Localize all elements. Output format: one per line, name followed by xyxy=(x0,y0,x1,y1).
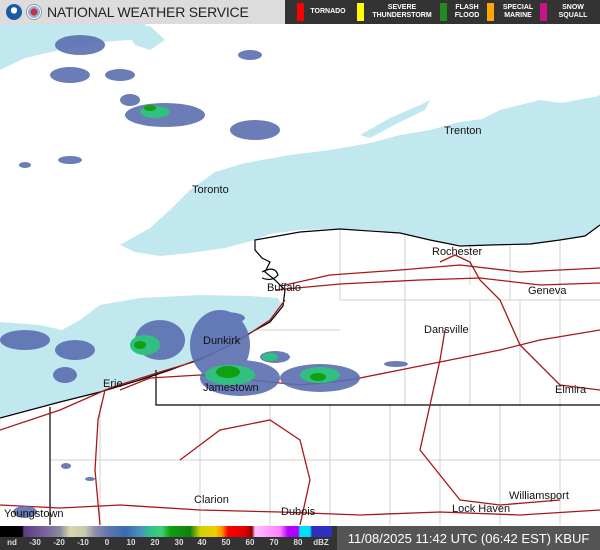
legend-tick: -10 xyxy=(77,538,89,547)
radar-echo-heavy xyxy=(134,105,326,381)
legend-tick: dBZ xyxy=(313,538,329,547)
legend-tick: -20 xyxy=(53,538,65,547)
legend-tick: 50 xyxy=(221,538,231,547)
warning-tornado: TORNADO xyxy=(297,3,348,21)
tornado-swatch xyxy=(297,3,304,21)
warning-label: MARINE xyxy=(504,12,532,19)
city-label-toronto: Toronto xyxy=(192,184,229,196)
legend-tick: 60 xyxy=(245,538,255,547)
legend-tick: 20 xyxy=(150,538,160,547)
city-label-geneva: Geneva xyxy=(528,285,567,297)
radar-map[interactable] xyxy=(0,24,600,526)
legend-tick: 40 xyxy=(197,538,207,547)
legend-tick: -30 xyxy=(29,538,41,547)
legend-tick: nd xyxy=(7,538,17,547)
warning-flash-flood: FLASH FLOOD xyxy=(440,3,483,21)
city-label-buffalo: Buffalo xyxy=(267,282,302,294)
snow-squall-swatch xyxy=(540,3,547,21)
warning-label: TORNADO xyxy=(310,8,346,15)
warning-label: THUNDERSTORM xyxy=(372,12,432,19)
city-label-rochester: Rochester xyxy=(432,246,483,258)
city-label-dunkirk: Dunkirk xyxy=(203,335,241,347)
radar-echoes xyxy=(0,35,408,518)
lake-simcoe xyxy=(125,26,165,50)
city-label-erie: Erie xyxy=(103,378,123,390)
warning-label: FLOOD xyxy=(454,12,480,19)
city-label-youngstown: Youngstown xyxy=(4,508,64,520)
county-lines xyxy=(50,230,600,525)
warning-snow-squall: SNOW SQUALL xyxy=(540,3,595,21)
flash-flood-swatch xyxy=(440,3,447,21)
bay-of-quinte xyxy=(360,95,600,138)
city-label-lock-haven: Lock Haven xyxy=(452,503,511,515)
warning-severe-thunderstorm: SEVERE THUNDERSTORM xyxy=(357,3,436,21)
special-marine-swatch xyxy=(487,3,494,21)
reflectivity-color-scale xyxy=(0,526,332,537)
highways xyxy=(0,254,600,526)
city-label-elmira: Elmira xyxy=(555,384,587,396)
city-label-dansville: Dansville xyxy=(424,324,469,336)
site-title: NATIONAL WEATHER SERVICE xyxy=(47,4,249,20)
legend-tick: 30 xyxy=(174,538,184,547)
warning-special-marine: SPECIAL MARINE xyxy=(487,3,538,21)
city-label-dubois: Dubois xyxy=(281,506,316,518)
warning-label: SEVERE xyxy=(387,4,417,11)
legend-tick: 0 xyxy=(104,538,110,547)
noaa-logo xyxy=(6,4,22,20)
legend-tick: 70 xyxy=(269,538,279,547)
city-label-trenton: Trenton xyxy=(444,125,482,137)
city-label-williamsport: Williamsport xyxy=(509,490,569,502)
warning-label: SQUALL xyxy=(558,12,588,19)
city-label-clarion: Clarion xyxy=(194,494,229,506)
city-label-jamestown: Jamestown xyxy=(203,382,259,394)
legend-tick: 80 xyxy=(293,538,303,547)
warning-legend: TORNADO SEVERE THUNDERSTORM FLASH FLOOD SP… xyxy=(285,0,600,24)
warning-label: SPECIAL xyxy=(502,4,534,11)
legend-tick: 10 xyxy=(126,538,136,547)
warning-label: FLASH xyxy=(455,4,479,11)
warning-label: SNOW xyxy=(562,4,584,11)
severe-thunderstorm-swatch xyxy=(357,3,364,21)
lake-ontario xyxy=(120,96,600,256)
timestamp: 11/08/2025 11:42 UTC (06:42 EST) KBUF xyxy=(337,526,600,550)
reflectivity-legend: nd -30 -20 -10 0 10 20 30 40 50 60 70 80… xyxy=(0,526,337,550)
nws-logo xyxy=(26,4,42,20)
header-bar: NATIONAL WEATHER SERVICE xyxy=(0,0,285,24)
